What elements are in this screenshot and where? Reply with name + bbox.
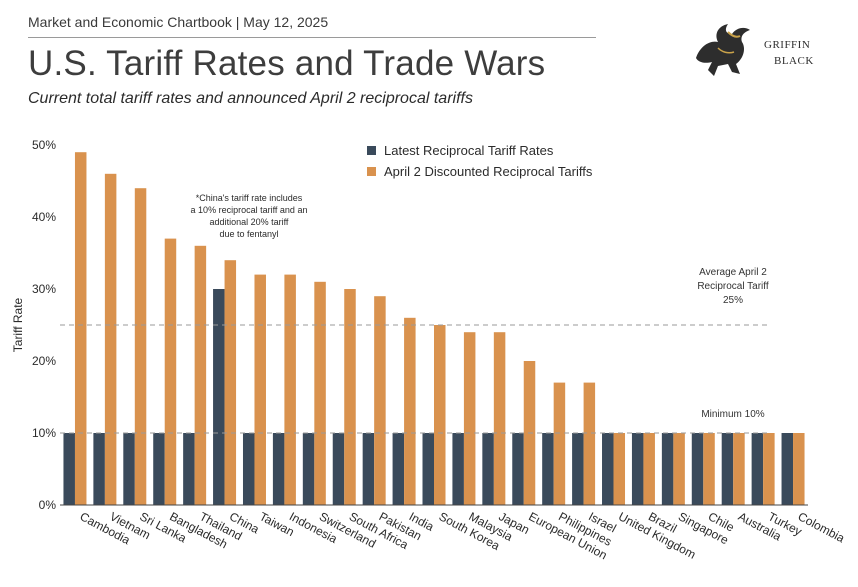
latest-tariff-bar: [721, 433, 734, 505]
china-footnote: due to fentanyl: [219, 229, 278, 239]
latest-tariff-bar: [482, 433, 494, 505]
latest-tariff-bar: [183, 433, 195, 505]
y-tick-label: 30%: [32, 282, 56, 296]
latest-tariff-bar: [691, 433, 704, 505]
china-footnote: additional 20% tariff: [210, 217, 289, 227]
y-tick-label: 50%: [32, 138, 56, 152]
april2-tariff-bar: [254, 274, 266, 505]
latest-tariff-bar: [512, 433, 524, 505]
april2-tariff-bar: [164, 238, 177, 505]
page-title: U.S. Tariff Rates and Trade Wars: [28, 44, 546, 83]
latest-tariff-bar: [123, 433, 135, 505]
logo-text-line1: GRIFFIN: [764, 39, 810, 51]
griffin-emblem-icon: [696, 24, 750, 76]
latest-tariff-bar: [302, 433, 315, 505]
reference-line-label: Average April 2: [699, 267, 767, 278]
april2-tariff-bar: [703, 433, 715, 505]
logo-text-line2: BLACK: [774, 55, 814, 67]
april2-tariff-bar: [404, 317, 416, 505]
latest-tariff-bar: [362, 433, 375, 505]
april2-tariff-bar: [134, 188, 147, 505]
april2-tariff-bar: [583, 382, 596, 505]
april2-tariff-bar: [434, 325, 446, 505]
april2-tariff-bar: [793, 433, 805, 505]
legend-swatch: [367, 167, 376, 176]
april2-tariff-bar: [463, 332, 476, 505]
april2-tariff-bar: [553, 382, 566, 505]
april2-tariff-bar: [74, 152, 87, 505]
april2-tariff-bar: [344, 289, 356, 505]
latest-tariff-bar: [63, 433, 75, 505]
header-divider: [28, 37, 596, 38]
april2-tariff-bar: [673, 433, 685, 505]
latest-tariff-bar: [213, 289, 225, 505]
reference-line-label: Reciprocal Tariff: [697, 281, 769, 292]
china-footnote: *China's tariff rate includes: [196, 193, 303, 203]
griffin-black-logo: GRIFFIN BLACK: [696, 24, 814, 76]
y-tick-label: 40%: [32, 210, 56, 224]
legend-entry: Latest Reciprocal Tariff Rates: [384, 143, 554, 158]
latest-tariff-bar: [422, 433, 434, 505]
reference-line-label: Minimum 10%: [701, 409, 764, 420]
tariff-bar-chart: Tariff Rate0%10%20%30%40%50%CambodiaViet…: [11, 138, 847, 562]
latest-tariff-bar: [153, 433, 165, 505]
latest-tariff-bar: [781, 433, 794, 505]
april2-tariff-bar: [104, 173, 117, 506]
page-subtitle: Current total tariff rates and announced…: [28, 90, 473, 107]
y-tick-label: 10%: [32, 426, 56, 440]
april2-tariff-bar: [224, 260, 237, 505]
latest-tariff-bar: [661, 433, 674, 505]
china-footnote: a 10% reciprocal tariff and an: [191, 205, 308, 215]
april2-tariff-bar: [613, 433, 626, 505]
latest-tariff-bar: [392, 433, 405, 505]
latest-tariff-bar: [242, 433, 255, 505]
april2-tariff-bar: [643, 433, 655, 505]
latest-tariff-bar: [93, 433, 105, 505]
y-tick-label: 0%: [39, 498, 57, 512]
latest-tariff-bar: [631, 433, 644, 505]
latest-tariff-bar: [332, 433, 345, 505]
latest-tariff-bar: [751, 433, 764, 505]
legend-entry: April 2 Discounted Reciprocal Tariffs: [384, 164, 593, 179]
april2-tariff-bar: [194, 245, 207, 506]
y-axis-label: Tariff Rate: [11, 297, 25, 352]
latest-tariff-bar: [452, 433, 464, 505]
latest-tariff-bar: [272, 433, 285, 505]
april2-tariff-bar: [763, 433, 775, 505]
reference-line-label: 25%: [723, 295, 743, 306]
april2-tariff-bar: [493, 332, 506, 505]
legend-swatch: [367, 146, 376, 155]
latest-tariff-bar: [572, 433, 584, 505]
y-tick-label: 20%: [32, 354, 56, 368]
april2-tariff-bar: [284, 274, 296, 505]
chartbook-header: Market and Economic Chartbook | May 12, …: [28, 14, 329, 30]
latest-tariff-bar: [542, 433, 554, 505]
latest-tariff-bar: [602, 433, 614, 505]
april2-tariff-bar: [314, 281, 326, 505]
april2-tariff-bar: [374, 296, 386, 505]
april2-tariff-bar: [733, 433, 745, 505]
